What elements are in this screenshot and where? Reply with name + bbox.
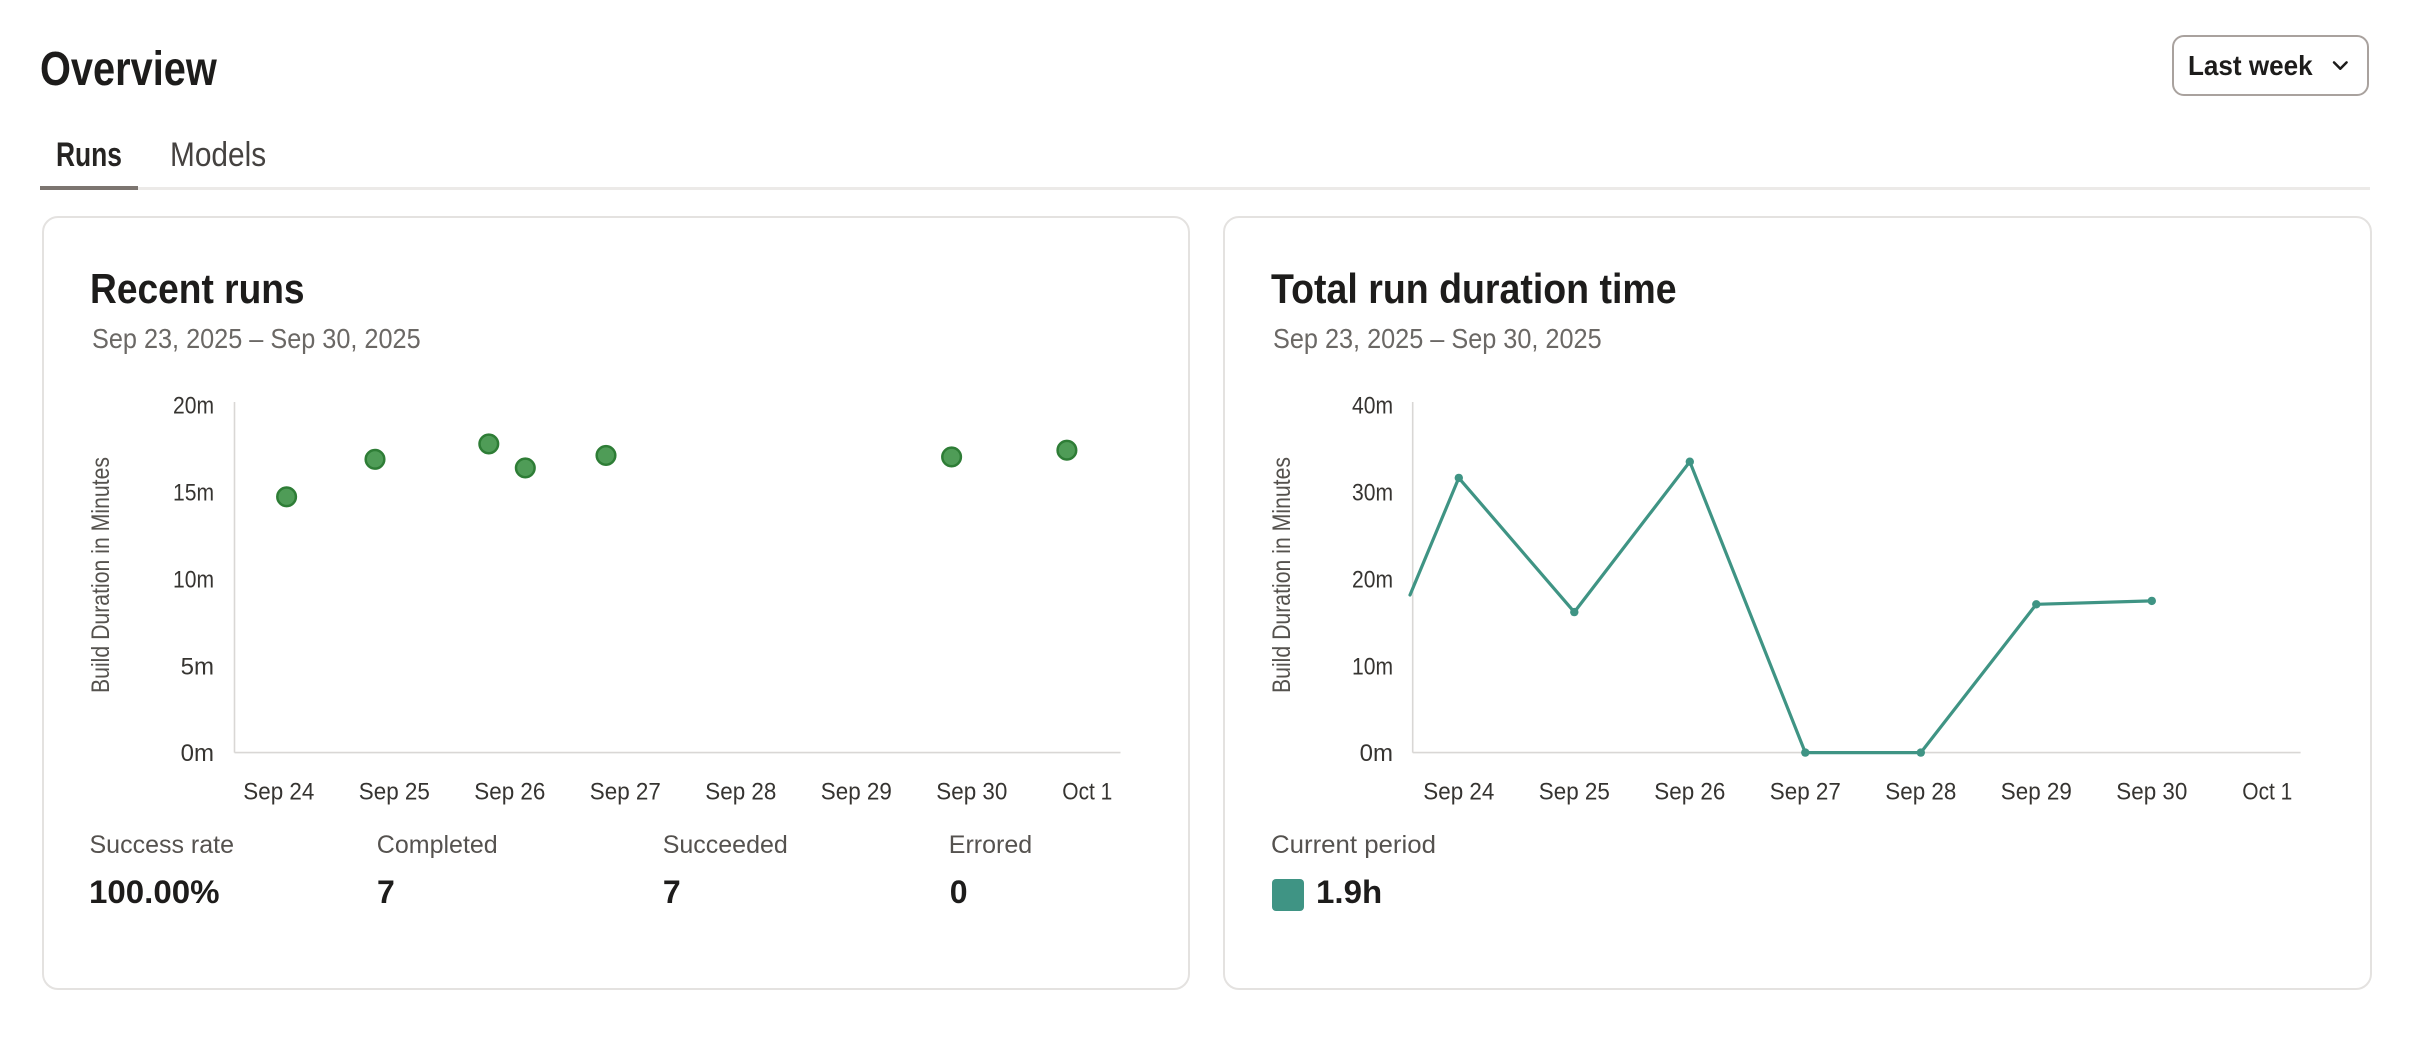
svg-text:15m: 15m <box>173 480 214 507</box>
svg-text:Sep 27: Sep 27 <box>1770 779 1841 806</box>
svg-text:Sep 29: Sep 29 <box>821 779 892 806</box>
svg-text:Oct 1: Oct 1 <box>2242 779 2292 806</box>
svg-text:Sep 28: Sep 28 <box>705 779 776 806</box>
svg-text:20m: 20m <box>1352 566 1393 593</box>
svg-text:40m: 40m <box>1352 393 1393 420</box>
svg-text:Sep 24: Sep 24 <box>243 779 314 806</box>
svg-text:Sep 30: Sep 30 <box>2116 779 2187 806</box>
svg-text:10m: 10m <box>173 566 214 593</box>
svg-text:Oct 1: Oct 1 <box>1062 779 1112 806</box>
svg-text:30m: 30m <box>1352 480 1393 507</box>
svg-text:Sep 26: Sep 26 <box>474 779 545 806</box>
svg-text:Build Duration in Minutes: Build Duration in Minutes <box>1268 457 1296 693</box>
svg-text:Sep 30: Sep 30 <box>936 779 1007 806</box>
svg-text:Sep 26: Sep 26 <box>1654 779 1725 806</box>
svg-text:Sep 25: Sep 25 <box>1539 779 1610 806</box>
svg-text:Build Duration in Minutes: Build Duration in Minutes <box>87 457 115 693</box>
svg-text:Sep 27: Sep 27 <box>590 779 661 806</box>
svg-text:Sep 25: Sep 25 <box>359 779 430 806</box>
svg-text:0m: 0m <box>1360 740 1393 767</box>
svg-text:Sep 28: Sep 28 <box>1885 779 1956 806</box>
svg-text:10m: 10m <box>1352 653 1393 680</box>
svg-text:Sep 24: Sep 24 <box>1423 779 1494 806</box>
svg-text:20m: 20m <box>173 393 214 420</box>
svg-text:0m: 0m <box>181 740 214 767</box>
svg-text:5m: 5m <box>181 653 214 680</box>
svg-text:Sep 29: Sep 29 <box>2001 779 2072 806</box>
